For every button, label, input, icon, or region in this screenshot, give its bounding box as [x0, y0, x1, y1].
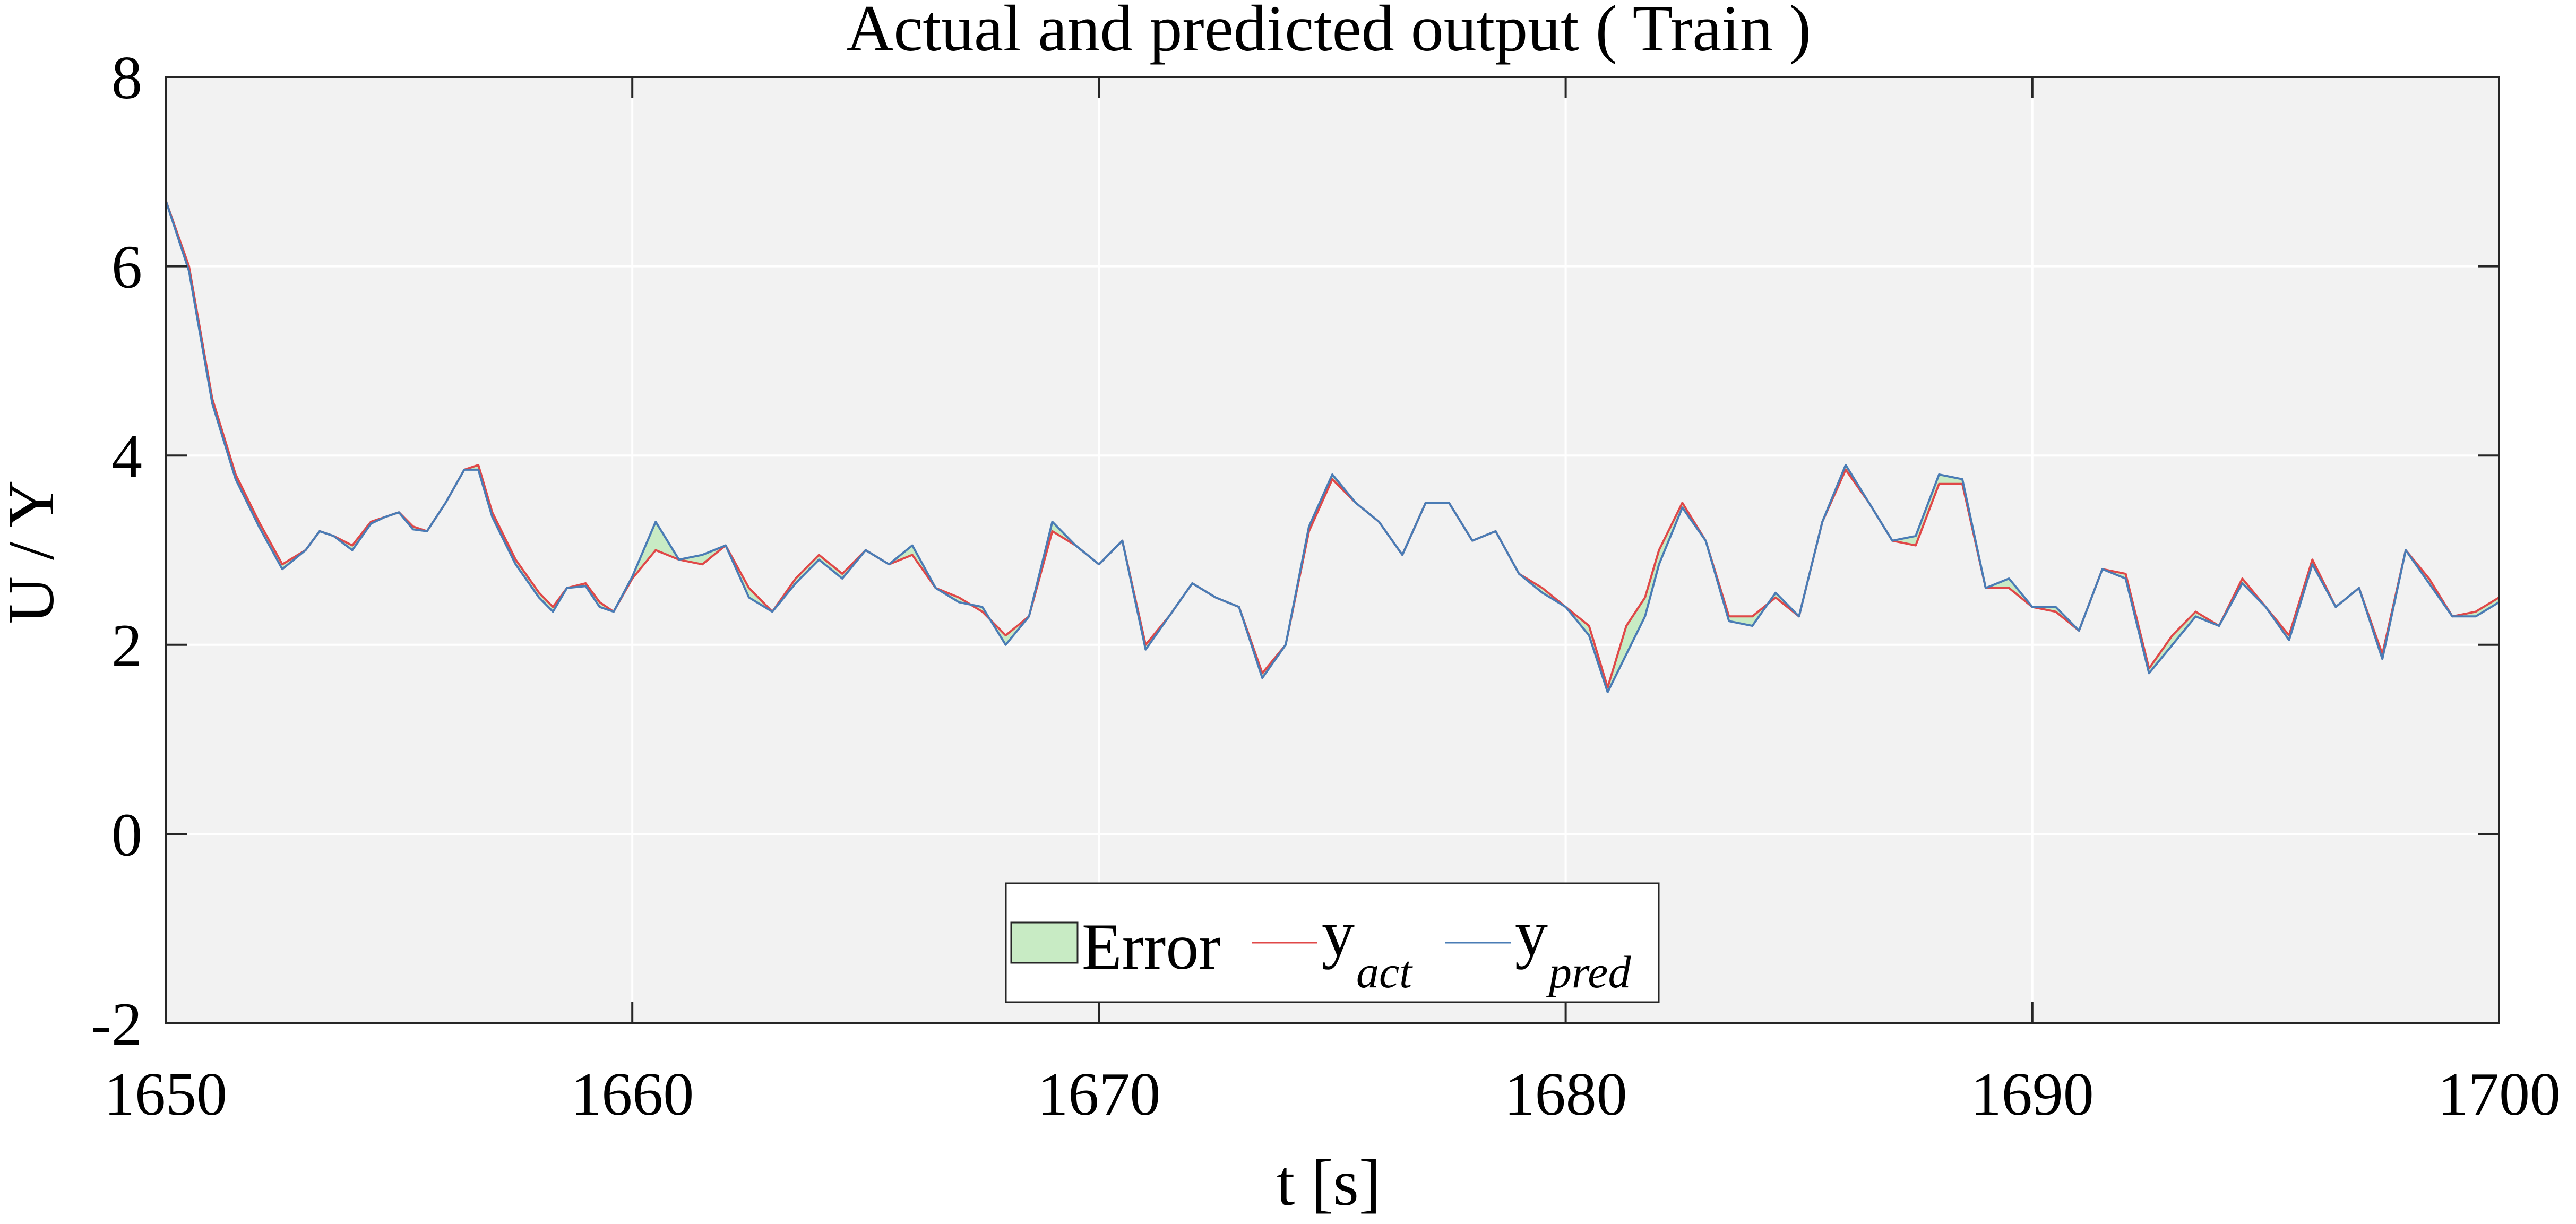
y-tick-label: -2 [91, 990, 142, 1058]
x-tick-label: 1680 [1504, 1061, 1627, 1128]
y-tick-label: 8 [111, 44, 142, 112]
legend-box [1005, 882, 1660, 1003]
chart-title: Actual and predicted output ( Train ) [846, 0, 1811, 65]
y-tick-label: 6 [111, 234, 142, 301]
y-tick-labels: -2 0 2 4 6 8 [91, 44, 142, 1058]
plot-frame [165, 76, 2500, 1024]
x-tick-label: 1670 [1037, 1061, 1160, 1128]
ticks [165, 76, 2500, 1024]
plot-area [166, 77, 2499, 1023]
legend: Error y act y pred [1005, 882, 1660, 1003]
x-tick-label: 1660 [571, 1061, 694, 1128]
x-tick-labels: 1650 1660 1670 1680 1690 1700 [104, 1061, 2561, 1128]
y-axis-title: U / Y [0, 480, 67, 624]
x-tick-label: 1700 [2437, 1061, 2561, 1128]
legend-subscript-act: act [1356, 946, 1413, 997]
x-tick-label: 1690 [1971, 1061, 2094, 1128]
legend-subscript-pred: pred [1546, 946, 1631, 997]
y-tick-label: 2 [111, 612, 142, 680]
y-tick-label: 0 [111, 801, 142, 869]
series-layer [165, 200, 2500, 693]
x-axis-title: t [s] [1277, 1147, 1381, 1219]
y-tick-label: 4 [111, 423, 142, 490]
x-tick-label: 1650 [104, 1061, 227, 1128]
legend-swatch-error [1010, 921, 1079, 964]
legend-label-error: Error [1082, 910, 1221, 983]
legend-label-pred: y [1515, 897, 1548, 970]
legend-label-act: y [1322, 897, 1355, 970]
series-line-y-pred [165, 200, 2500, 693]
